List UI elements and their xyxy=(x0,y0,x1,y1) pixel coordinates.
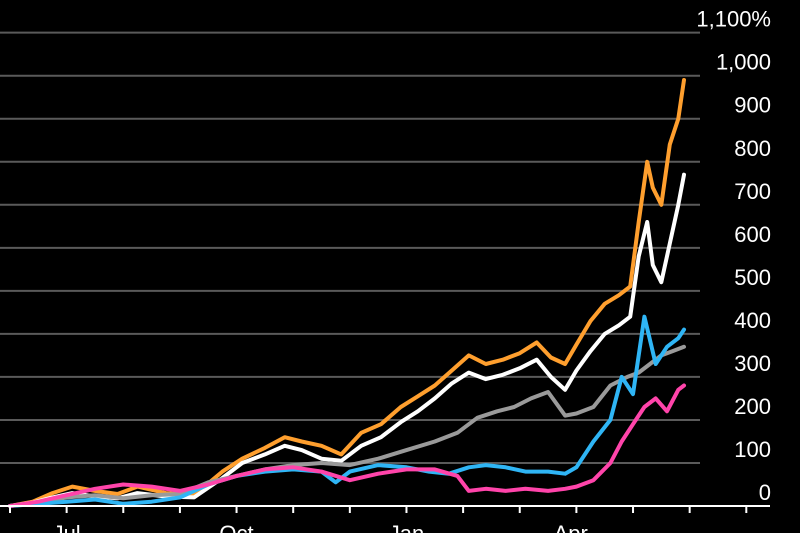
y-tick-label: 200 xyxy=(734,394,771,419)
y-tick-label: 400 xyxy=(734,308,771,333)
y-tick-label: 100 xyxy=(734,437,771,462)
series-line-1 xyxy=(8,78,686,508)
y-tick-label: 1,100% xyxy=(696,7,771,32)
y-tick-label: 700 xyxy=(734,179,771,204)
x-tick-label: Jan xyxy=(389,521,424,533)
x-axis: Jul Oct Jan Apr xyxy=(0,505,770,533)
x-tick-label: Jul xyxy=(53,521,81,533)
y-tick-labels: 0 100 200 300 400 500 600 700 800 900 1,000 1,100% xyxy=(696,7,771,505)
x-tick-label: Apr xyxy=(554,521,588,533)
y-tick-label: 1,000 xyxy=(716,50,771,75)
y-tick-label: 0 xyxy=(759,480,771,505)
series-line-5 xyxy=(8,383,686,508)
y-tick-label: 600 xyxy=(734,222,771,247)
series-lines xyxy=(8,78,686,508)
y-tick-label: 500 xyxy=(734,265,771,290)
gridlines xyxy=(0,31,700,464)
x-tick-label: Oct xyxy=(219,521,253,533)
y-tick-label: 300 xyxy=(734,351,771,376)
y-tick-label: 800 xyxy=(734,136,771,161)
y-tick-label: 900 xyxy=(734,93,771,118)
